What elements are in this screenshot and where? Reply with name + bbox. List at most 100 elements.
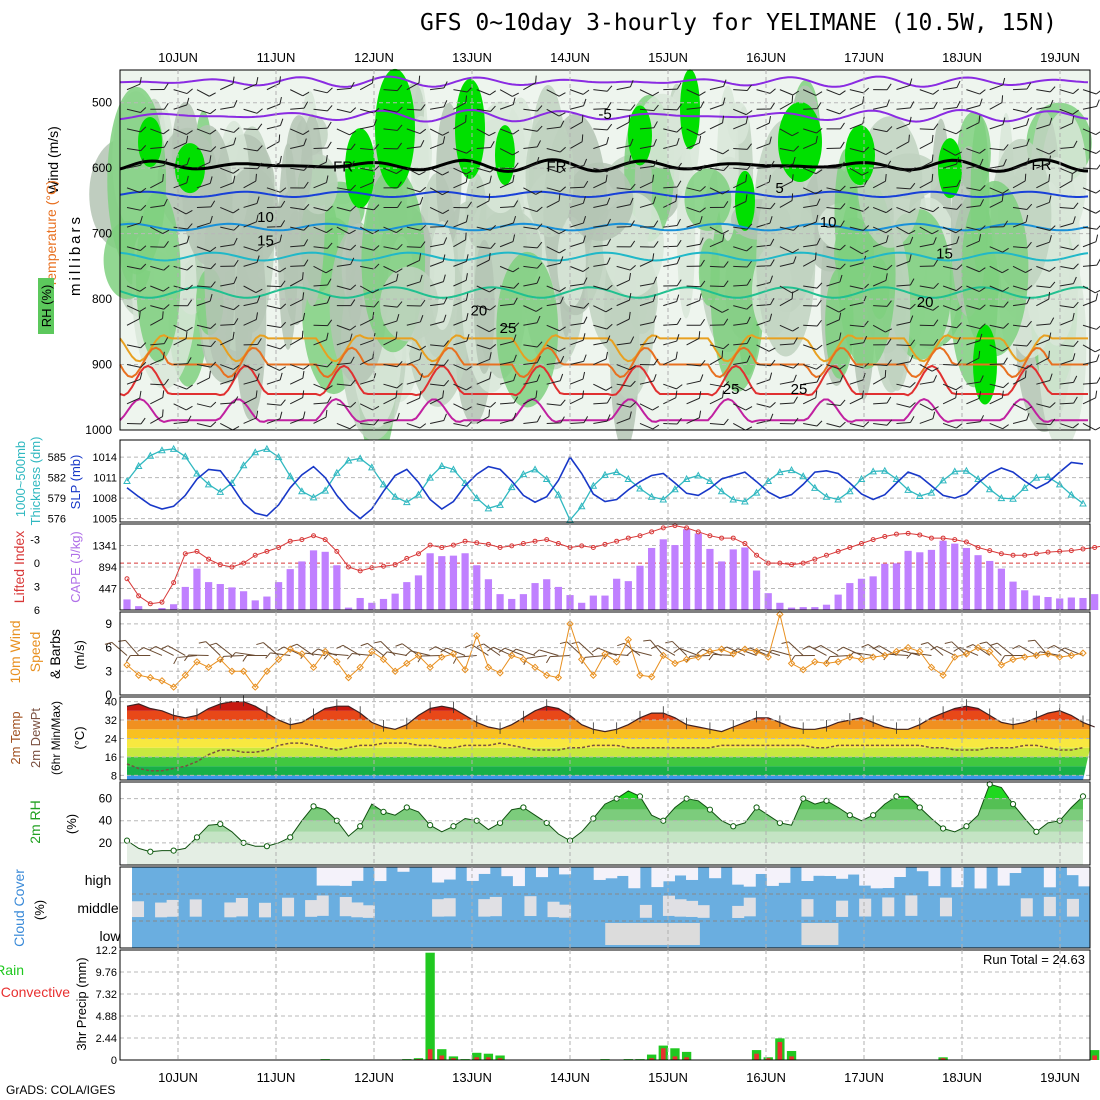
li-point	[404, 555, 410, 561]
wind-barb	[1059, 115, 1075, 130]
pressure-tick-label: 1000	[85, 423, 112, 437]
thickness-point	[402, 498, 411, 506]
date-label-bottom: 12JUN	[354, 1070, 394, 1085]
high-cloud-gap	[316, 867, 329, 886]
mid-cloud-gap	[1020, 898, 1033, 917]
wind-barb	[336, 244, 357, 251]
wind-barb	[826, 263, 846, 270]
wind-barb	[896, 78, 913, 91]
wind-barb	[686, 331, 701, 346]
wind-barb	[430, 220, 449, 228]
rh-point	[939, 825, 947, 832]
wind-barb	[476, 166, 497, 173]
credit-label: GrADS: COLA/IGES	[6, 1083, 116, 1097]
wind-barb	[196, 108, 217, 115]
wind-barb	[289, 330, 304, 346]
rh-point	[590, 815, 597, 822]
wind-barb	[593, 335, 611, 346]
chart-title: GFS 0~10day 3-hourly for YELIMANE (10.5W…	[420, 10, 1057, 36]
thickness-point	[123, 476, 131, 484]
wind-barb	[873, 419, 893, 426]
wind-barb	[663, 417, 682, 425]
thickness-point	[974, 474, 982, 482]
surface-wind-barb	[1047, 644, 1072, 656]
wind-barb	[826, 141, 845, 150]
wind-barb	[429, 390, 445, 405]
cape-legend: CAPE (J/kg)	[68, 531, 83, 603]
cape-bar	[135, 606, 143, 610]
wind-barb	[779, 193, 794, 208]
thickness-frame	[119, 439, 1091, 523]
thickness-point	[239, 461, 248, 469]
wind-barb	[196, 361, 217, 368]
li-point	[357, 568, 363, 574]
li-point	[229, 564, 235, 570]
wind-barb	[709, 350, 724, 365]
high-cloud-gap	[1043, 867, 1056, 888]
cape-bar	[321, 551, 329, 610]
wind-barb	[896, 236, 914, 248]
wind-barb	[406, 352, 422, 366]
wind-barb	[966, 115, 981, 130]
wind-barb	[639, 241, 659, 248]
precip-convective-bar	[474, 1057, 480, 1060]
wind-speed-point	[717, 645, 726, 653]
rh-shade	[473, 239, 495, 374]
li-point	[1092, 544, 1098, 550]
cape-bar	[554, 586, 562, 610]
wind-barb	[733, 260, 752, 268]
wind-barb	[593, 238, 612, 248]
rh2m-legend: 2m RH	[27, 800, 43, 844]
wind-barb	[663, 126, 683, 133]
thickness-point	[391, 492, 399, 500]
wind-barb	[476, 305, 497, 311]
wind-barb	[150, 241, 169, 248]
wind-barb	[499, 89, 519, 97]
precip-tick-label: 0	[111, 1055, 117, 1067]
wind-barb	[383, 412, 400, 424]
wind-barb	[220, 76, 235, 91]
thickness-point	[612, 468, 621, 476]
precip-total-bar	[425, 952, 435, 1060]
wind-speed-point	[554, 673, 563, 682]
isotherm-line	[119, 108, 1089, 123]
wind-barb	[686, 391, 702, 405]
wind-barb	[569, 158, 588, 169]
cape-bar	[916, 552, 924, 610]
wind-barb	[1012, 214, 1029, 228]
wind-barb	[569, 390, 585, 405]
high-cloud-gap	[732, 867, 745, 885]
wind-speed-point	[508, 651, 516, 660]
wind-speed-point	[1079, 649, 1087, 657]
wind-barb	[803, 344, 823, 350]
thickness-point	[274, 453, 283, 461]
wind-barb	[150, 285, 170, 292]
wind-barb	[1013, 241, 1032, 249]
wind-barb	[569, 134, 584, 149]
wind-barb	[569, 333, 586, 346]
wind-speed-point	[659, 651, 668, 660]
wind-barb	[499, 322, 520, 329]
wind-barb	[173, 157, 190, 169]
li-point	[1033, 551, 1039, 557]
li-point	[206, 556, 212, 562]
wind-barb	[1036, 174, 1051, 189]
cape-bar	[239, 591, 248, 610]
surface-wind-barb	[360, 642, 384, 656]
wind-barb	[919, 226, 939, 235]
wind-barb	[196, 128, 217, 135]
rh-point	[380, 808, 387, 815]
li-point	[485, 541, 491, 547]
li-point	[147, 601, 153, 607]
wind-barb	[243, 77, 259, 91]
wind-barb	[150, 351, 165, 366]
pressure-tick-label: 500	[92, 96, 112, 110]
wind-barb	[593, 323, 613, 330]
wind-speed-point	[473, 632, 481, 640]
wind-speed-point	[519, 655, 528, 664]
wind-barb	[546, 285, 566, 292]
wind-barb	[639, 358, 659, 366]
isotherm-line	[119, 190, 1089, 199]
wind-barb	[523, 390, 538, 405]
